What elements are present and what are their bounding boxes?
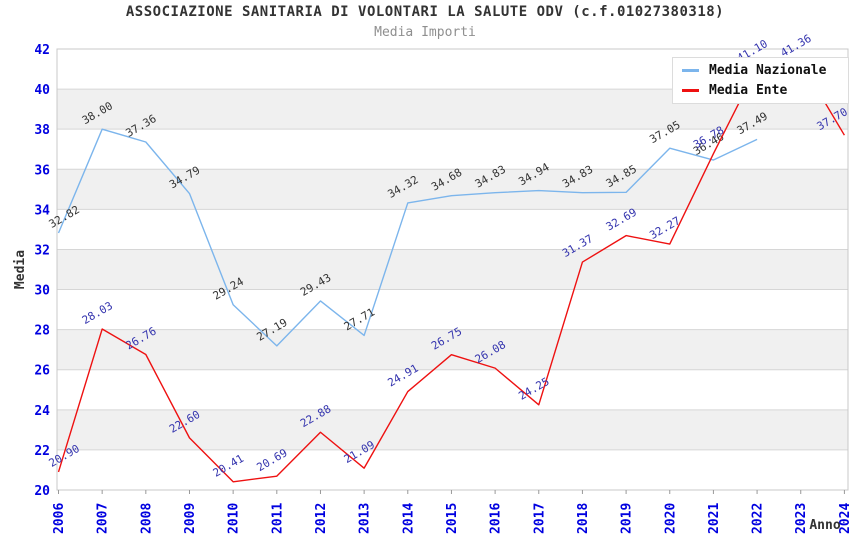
svg-text:26: 26 [34, 364, 50, 379]
svg-text:2022: 2022 [751, 503, 766, 534]
svg-text:2009: 2009 [183, 503, 198, 534]
svg-text:2010: 2010 [227, 503, 242, 534]
svg-text:40: 40 [34, 83, 50, 98]
svg-text:2007: 2007 [96, 503, 111, 534]
svg-text:20: 20 [34, 484, 50, 499]
x-axis-title: Anno [809, 518, 840, 533]
y-axis-tick-labels: 20 22 24 26 28 30 32 34 36 38 40 42 [34, 43, 50, 499]
svg-text:2021: 2021 [707, 503, 722, 534]
svg-text:36: 36 [34, 163, 50, 178]
chart-subtitle: Media Importi [374, 25, 476, 40]
svg-text:2014: 2014 [401, 503, 416, 534]
svg-text:2024: 2024 [838, 503, 850, 534]
svg-text:42: 42 [34, 43, 50, 58]
svg-text:2008: 2008 [139, 503, 154, 534]
svg-text:22: 22 [34, 444, 50, 459]
svg-text:38: 38 [34, 123, 50, 138]
plot-border [56, 48, 849, 491]
media-nazionale-line-swatch-icon [682, 69, 699, 72]
series-line-media-ente [57, 61, 846, 483]
svg-text:24.25: 24.25 [516, 375, 551, 403]
svg-text:32: 32 [34, 243, 50, 258]
svg-text:2018: 2018 [576, 503, 591, 534]
svg-text:2006: 2006 [52, 503, 67, 534]
svg-text:2023: 2023 [794, 503, 809, 534]
x-tick-marks [58, 490, 845, 494]
svg-text:30: 30 [34, 284, 50, 299]
svg-text:2013: 2013 [358, 503, 373, 534]
svg-text:28.03: 28.03 [80, 299, 115, 327]
svg-text:2015: 2015 [445, 503, 460, 534]
plot-bands [57, 89, 848, 450]
svg-text:2017: 2017 [532, 503, 547, 534]
svg-text:32.27: 32.27 [647, 214, 682, 242]
media-ente-line-swatch-icon [682, 89, 699, 92]
legend-item-media-ente: Media Ente [682, 83, 848, 98]
svg-text:24: 24 [34, 404, 50, 419]
y-axis-title: Media [13, 250, 28, 289]
chart-title: ASSOCIAZIONE SANITARIA DI VOLONTARI LA S… [125, 4, 725, 20]
svg-text:41.36: 41.36 [778, 32, 813, 60]
svg-text:28: 28 [34, 324, 50, 339]
x-axis-tick-labels: 2006 2007 2008 2009 2010 2011 2012 2013 2014 2015… [52, 503, 850, 534]
svg-text:2016: 2016 [489, 503, 504, 534]
svg-text:20.41: 20.41 [211, 452, 246, 480]
svg-text:2020: 2020 [663, 503, 678, 534]
svg-text:2012: 2012 [314, 503, 329, 534]
svg-text:2011: 2011 [270, 503, 285, 534]
svg-text:2019: 2019 [620, 503, 635, 534]
legend-label-media-ente: Media Ente [709, 83, 788, 98]
svg-text:34: 34 [34, 203, 50, 218]
series-line-media-nazionale [57, 128, 758, 347]
legend: Media Nazionale Media Ente [672, 57, 849, 104]
legend-item-media-nazionale: Media Nazionale [682, 63, 848, 78]
legend-label-media-nazionale: Media Nazionale [709, 63, 827, 78]
